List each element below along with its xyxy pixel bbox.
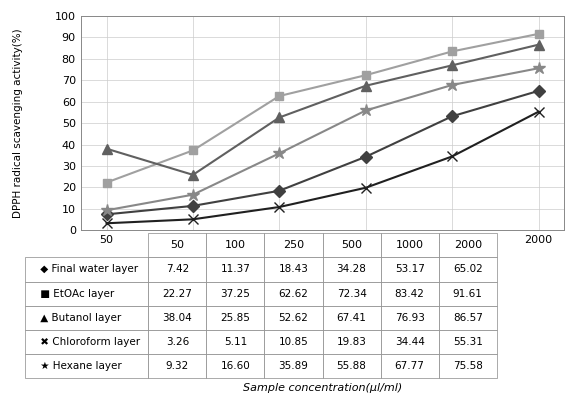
- Line: Chloroform layer: Chloroform layer: [102, 107, 543, 228]
- Butanol layer: [103, 146, 110, 151]
- Line: Butanol layer: Butanol layer: [102, 40, 543, 180]
- Hexane layer: [190, 192, 196, 197]
- Butanol layer: [449, 63, 456, 68]
- Butanol layer: [362, 83, 369, 88]
- EtOAc layer: [190, 148, 196, 153]
- Butanol layer: [276, 115, 283, 120]
- Butanol layer: [535, 42, 542, 47]
- Line: EtOAc layer: EtOAc layer: [103, 30, 543, 187]
- EtOAc layer: [362, 73, 369, 77]
- Hexane layer: [535, 66, 542, 71]
- Chloroform layer: [276, 204, 283, 209]
- EtOAc layer: [535, 31, 542, 36]
- EtOAc layer: [103, 180, 110, 185]
- Line: Hexane layer: Hexane layer: [100, 62, 545, 216]
- Y-axis label: DPPH radical scavenging activity(%): DPPH radical scavenging activity(%): [13, 28, 22, 218]
- Hexane layer: [362, 108, 369, 113]
- Final water layer: [362, 154, 369, 159]
- Final water layer: [276, 188, 283, 193]
- EtOAc layer: [449, 49, 456, 54]
- Chloroform layer: [362, 185, 369, 190]
- Line: Final water layer: Final water layer: [103, 87, 543, 218]
- Hexane layer: [103, 208, 110, 213]
- Hexane layer: [449, 83, 456, 87]
- Chloroform layer: [190, 217, 196, 222]
- Chloroform layer: [535, 109, 542, 114]
- Final water layer: [535, 89, 542, 93]
- Final water layer: [449, 114, 456, 119]
- Final water layer: [190, 204, 196, 208]
- Final water layer: [103, 212, 110, 217]
- Hexane layer: [276, 151, 283, 156]
- Butanol layer: [190, 172, 196, 177]
- Chloroform layer: [103, 221, 110, 225]
- Text: Sample concentration(μl/ml): Sample concentration(μl/ml): [243, 383, 402, 393]
- Chloroform layer: [449, 154, 456, 159]
- EtOAc layer: [276, 94, 283, 98]
